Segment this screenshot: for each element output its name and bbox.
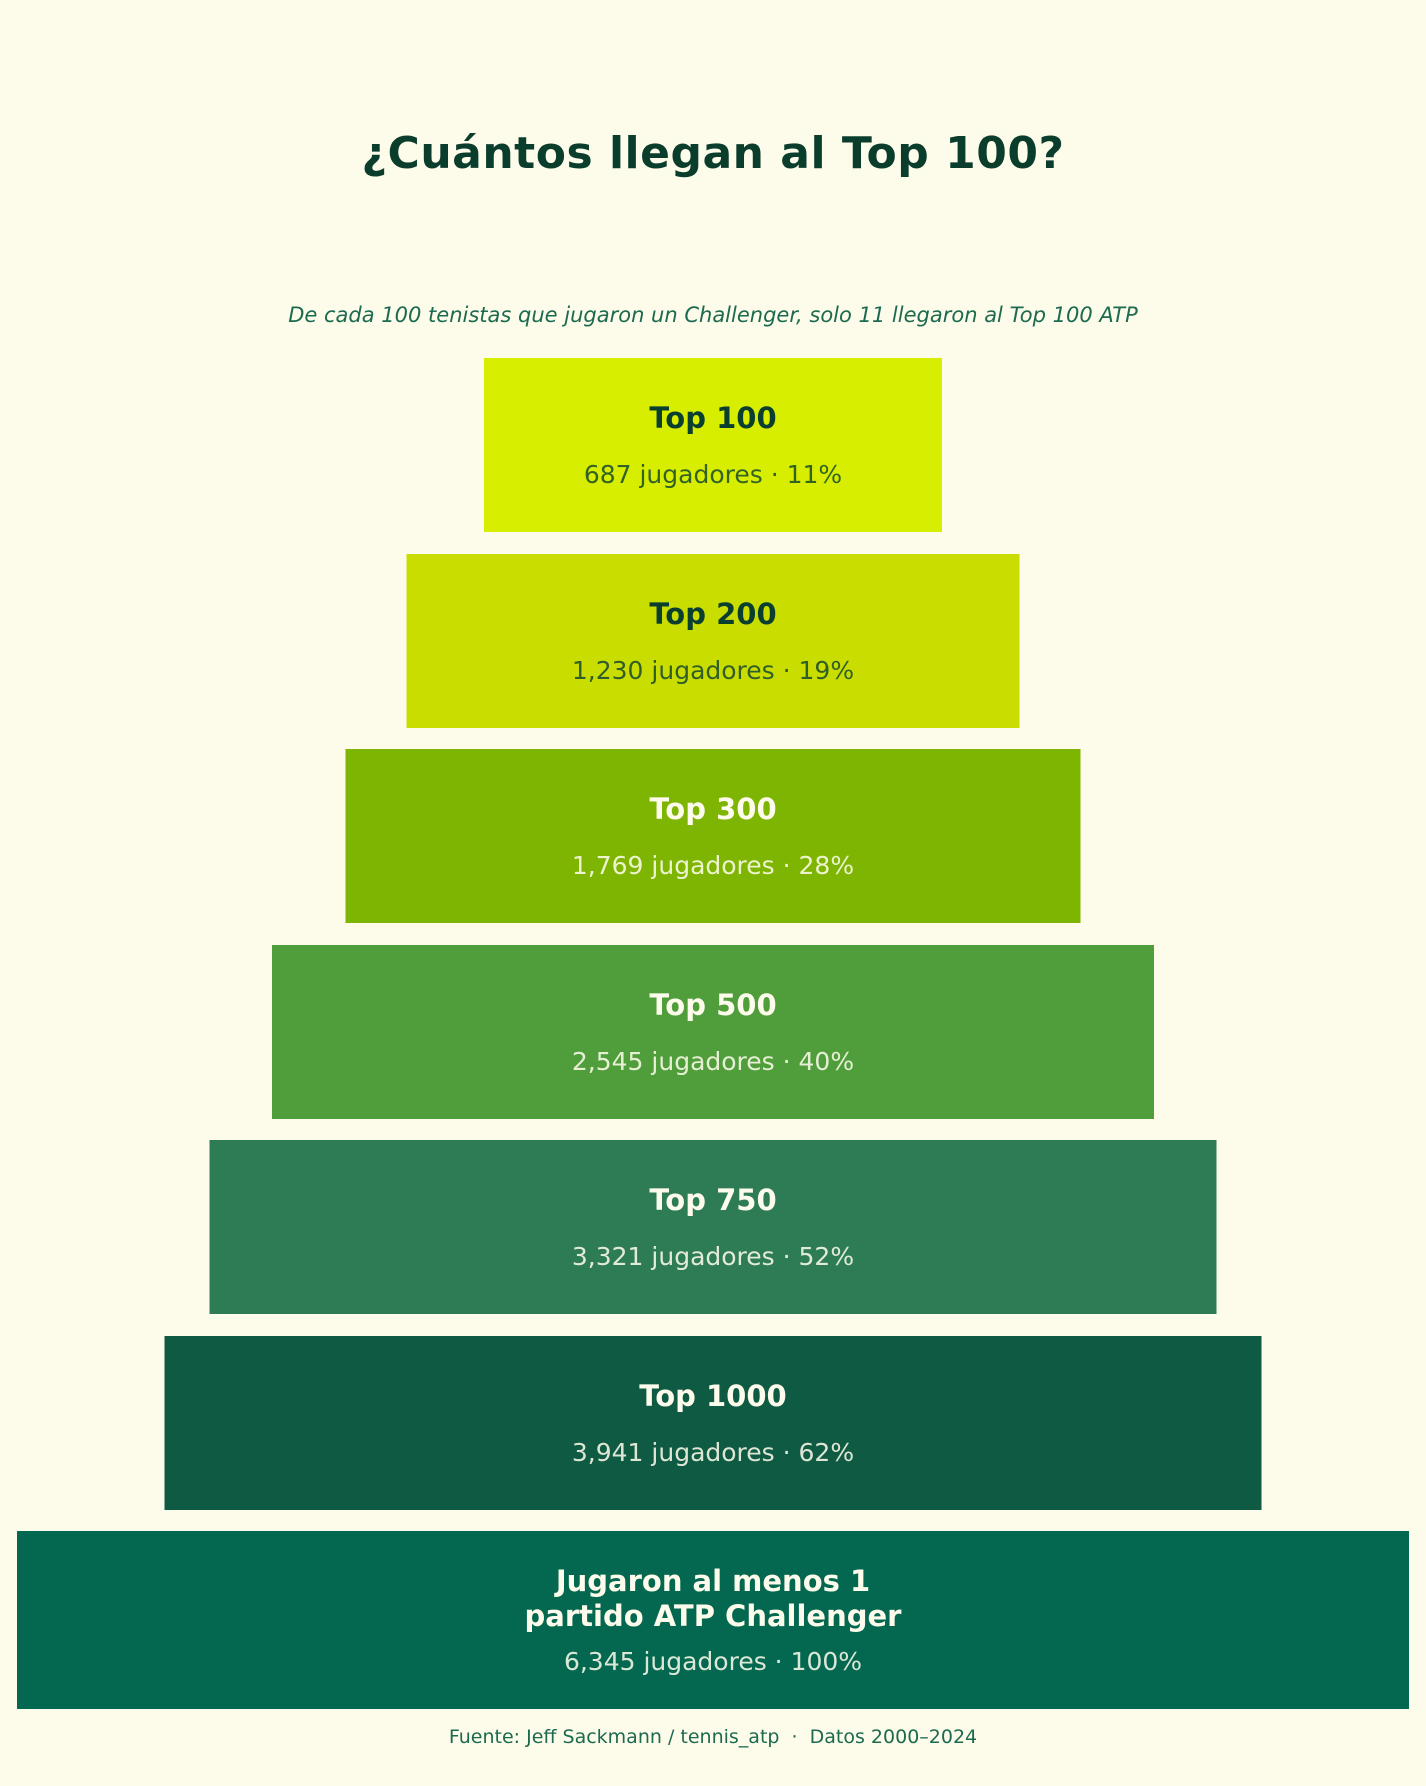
funnel-bar-top-1000: Top 1000 3,941 jugadores · 62% [164,1336,1262,1510]
funnel-bar-top-500: Top 500 2,545 jugadores · 40% [272,945,1154,1119]
funnel-bar-top-750: Top 750 3,321 jugadores · 52% [209,1140,1217,1314]
funnel-bar-label: Jugaron al menos 1 partido ATP Challenger [524,1564,902,1633]
funnel-bar-top-100: Top 100 687 jugadores · 11% [484,358,942,532]
funnel-bar-label: Top 300 [649,792,777,827]
funnel-bar-label: Top 1000 [639,1379,787,1414]
funnel-bar-label: Top 100 [649,401,777,436]
funnel-bar-detail: 687 jugadores · 11% [583,459,843,489]
page-title: ¿Cuántos llegan al Top 100? [361,128,1065,179]
funnel-bar-challenger-base: Jugaron al menos 1 partido ATP Challenger… [17,1531,1409,1709]
funnel-bar-detail: 2,545 jugadores · 40% [571,1046,855,1076]
funnel-bar-detail: 1,230 jugadores · 19% [571,655,855,685]
page-subtitle: De cada 100 tenistas que jugaron un Chal… [288,303,1138,327]
funnel-bar-label: Top 500 [649,988,777,1023]
funnel-bar-top-200: Top 200 1,230 jugadores · 19% [406,554,1020,728]
funnel-bar-label: Top 200 [649,597,777,632]
funnel-bar-detail: 1,769 jugadores · 28% [571,850,855,880]
funnel-bar-label: Top 750 [649,1183,777,1218]
funnel-bar-detail: 3,941 jugadores · 62% [571,1437,855,1467]
source-footer: Fuente: Jeff Sackmann / tennis_atp · Dat… [448,1726,978,1748]
funnel-bar-detail: 6,345 jugadores · 100% [563,1646,863,1676]
funnel-bar-top-300: Top 300 1,769 jugadores · 28% [345,749,1081,923]
funnel-bar-detail: 3,321 jugadores · 52% [571,1241,855,1271]
